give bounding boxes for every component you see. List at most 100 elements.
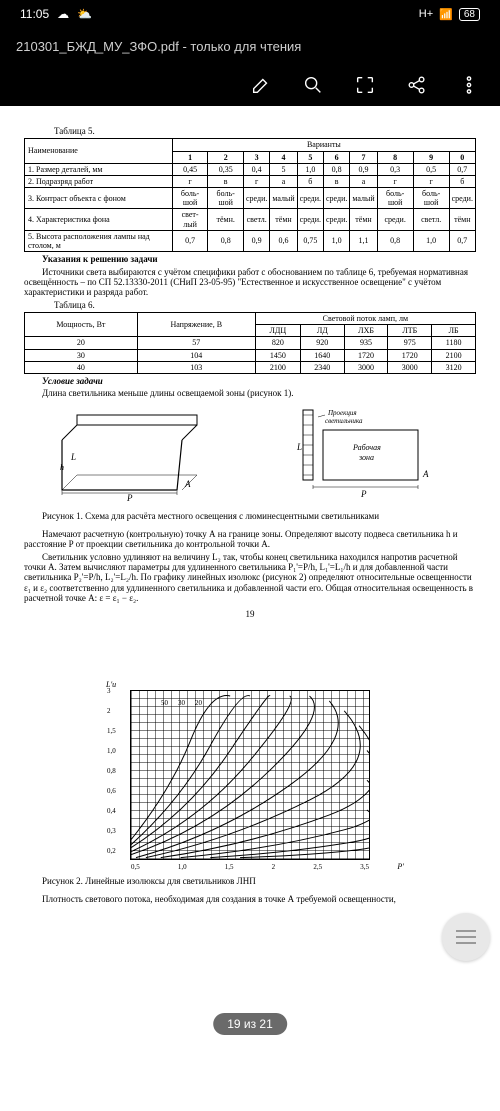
table6-cell: 920 [300, 337, 344, 349]
table5-cell: малый [270, 188, 297, 209]
table5-col-header: 6 [324, 151, 350, 163]
table6-voltage: 57 [137, 337, 255, 349]
table6-subcol: ЛТБ [388, 325, 432, 337]
p-after-fig2: Светильник условно удлиняют на величину … [24, 552, 476, 604]
table6-subcol: ЛД [300, 325, 344, 337]
table5-cell: малый [350, 188, 377, 209]
network-type-icon: H+ [419, 8, 433, 20]
table-row: 4. Характеристика фонасвет-лыйтёмн.светл… [25, 209, 476, 230]
table5-cell: 0,45 [172, 163, 208, 175]
table5-col-header: 1 [172, 151, 208, 163]
table5-cell: тёмн [350, 209, 377, 230]
table5-cell: 0,4 [244, 163, 270, 175]
table6-cell: 3120 [432, 361, 476, 373]
table6-power: 30 [25, 349, 138, 361]
fig1-h: h [60, 463, 64, 472]
table5-cell: 0,8 [324, 163, 350, 175]
table6-cell: 1720 [388, 349, 432, 361]
table5-cell: тёмн [270, 209, 297, 230]
table5-cell: 0,7 [449, 230, 475, 251]
page-indicator: 19 из 21 [213, 1013, 287, 1035]
table5-cell: 0,7 [172, 230, 208, 251]
table5-cell: среди. [449, 188, 475, 209]
table5-cell: в [208, 175, 244, 187]
svg-text:светильника: светильника [325, 417, 363, 425]
section2-p1: Длина светильника меньше длины освещаемо… [24, 388, 476, 398]
table5-cell: в [324, 175, 350, 187]
table5-cell: 1,1 [350, 230, 377, 251]
table-row: 4010321002340300030003120 [25, 361, 476, 373]
table5-col-header: 8 [377, 151, 413, 163]
table5-cell: тёмн. [208, 209, 244, 230]
table5-row-label: 5. Высота расположения лампы над столом,… [25, 230, 173, 251]
battery-indicator: 68 [459, 8, 480, 21]
table6-cell: 2100 [255, 361, 300, 373]
chart-x-tick: 2,5 [313, 863, 322, 871]
table5-cell: боль-шой [377, 188, 413, 209]
table5-cell: 0,9 [350, 163, 377, 175]
table6-voltage: 103 [137, 361, 255, 373]
fig1-P: P [126, 493, 133, 503]
table5-cell: 0,7 [449, 163, 475, 175]
table5-row-label: 2. Подразряд работ [25, 175, 173, 187]
table-row: 5. Высота расположения лампы над столом,… [25, 230, 476, 251]
table6-cell: 1450 [255, 349, 300, 361]
table-row: 2. Подразряд работгвгабваггб [25, 175, 476, 187]
table6-cell: 2340 [300, 361, 344, 373]
chart-y-tick: 1,0 [107, 747, 116, 755]
svg-text:A: A [422, 469, 429, 479]
table5-cell: 1,0 [297, 163, 323, 175]
chart-curve-label: 50 [161, 699, 168, 707]
table5-cell: г [377, 175, 413, 187]
table5-cell: среди. [297, 188, 323, 209]
share-icon[interactable] [406, 74, 428, 96]
chart-x-tick: 0,5 [131, 863, 140, 871]
chart-y-tick: 0,2 [107, 847, 116, 855]
svg-text:L: L [296, 442, 302, 452]
table5-cell: боль-шой [208, 188, 244, 209]
fig2-caption: Рисунок 2. Линейные изолюксы для светиль… [24, 876, 476, 886]
document-content[interactable]: Таблица 5. Наименование Варианты 1234567… [0, 106, 500, 904]
fullscreen-icon[interactable] [354, 74, 376, 96]
table6: Мощность, Вт Напряжение, В Световой пото… [24, 312, 476, 374]
fig1-caption: Рисунок 1. Схема для расчёта местного ос… [24, 511, 476, 521]
table5-cell: 0,75 [297, 230, 323, 251]
chart-y-tick: 0,4 [107, 807, 116, 815]
table5-col-header: 0 [449, 151, 475, 163]
table5: Наименование Варианты 1234567890 1. Разм… [24, 138, 476, 252]
chart-y-tick: 0,6 [107, 787, 116, 795]
table5-cell: среди. [324, 188, 350, 209]
table6-subcol: ЛХБ [344, 325, 388, 337]
edit-icon[interactable] [250, 74, 272, 96]
svg-text:зона: зона [358, 453, 374, 462]
more-icon[interactable] [458, 74, 480, 96]
table5-cell: б [297, 175, 323, 187]
t6-h1: Мощность, Вт [25, 312, 138, 336]
table5-cell: 0,9 [244, 230, 270, 251]
table5-cell: светл. [413, 209, 449, 230]
table5-caption: Таблица 5. [24, 126, 476, 136]
chart-y-tick: 2 [107, 707, 116, 715]
t6-h2: Напряжение, В [137, 312, 255, 336]
table5-cell: тёмн [449, 209, 475, 230]
menu-fab[interactable] [442, 913, 490, 961]
table6-voltage: 104 [137, 349, 255, 361]
fig1-proj: Проекция [327, 409, 357, 417]
table6-subcol: ЛДЦ [255, 325, 300, 337]
table5-col-header: 4 [270, 151, 297, 163]
chart-curve-label: 20 [195, 699, 202, 707]
table5-cell: боль-шой [172, 188, 208, 209]
table6-subcol: ЛБ [432, 325, 476, 337]
table5-header-variants: Варианты [172, 139, 475, 151]
table6-cell: 2100 [432, 349, 476, 361]
p-bottom: Плотность светового потока, необходимая … [24, 894, 476, 904]
weather-icon: ⛅ [77, 7, 92, 21]
table5-cell: 1,0 [324, 230, 350, 251]
table6-cell: 3000 [388, 361, 432, 373]
search-icon[interactable] [302, 74, 324, 96]
table5-cell: г [244, 175, 270, 187]
table6-cell: 1180 [432, 337, 476, 349]
table6-cell: 820 [255, 337, 300, 349]
cloud-icon: ☁ [57, 7, 69, 21]
table5-cell: 1,0 [413, 230, 449, 251]
